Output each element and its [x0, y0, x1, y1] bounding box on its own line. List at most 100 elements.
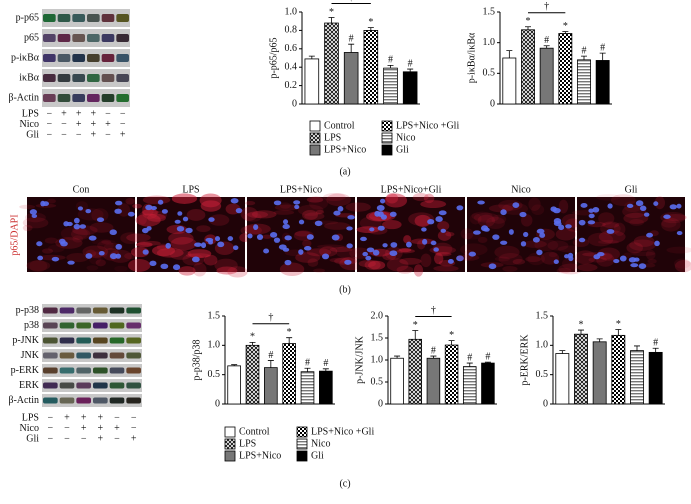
blot-band: [116, 14, 129, 22]
blot-band: [93, 337, 108, 344]
treatment-sign: +: [120, 129, 126, 140]
nucleus: [294, 204, 300, 210]
y-tick-label: 1.5: [536, 310, 549, 321]
blot-band: [76, 367, 91, 374]
cytoplasm: [491, 214, 507, 224]
nucleus: [422, 238, 428, 245]
cytoplasm: [420, 253, 432, 268]
blot-band: [87, 94, 100, 102]
nucleus: [298, 219, 305, 225]
cytoplasm: [47, 198, 56, 204]
y-tick-label: 0.4: [285, 61, 298, 72]
significance-mark: #: [408, 58, 413, 69]
y-tick-label: 1.0: [483, 37, 496, 48]
blot-band: [87, 34, 100, 42]
blot-band: [76, 337, 91, 344]
nucleus: [558, 224, 565, 231]
error-bar: [581, 55, 587, 60]
nucleus: [523, 231, 529, 237]
y-tick-label: 2.0: [371, 310, 384, 321]
blot-band: [101, 74, 115, 82]
cytoplasm: [307, 258, 319, 267]
blot-band: [109, 337, 125, 344]
nucleus: [96, 217, 105, 223]
blot-band: [109, 352, 125, 359]
blot-row: [42, 89, 130, 107]
cytoplasm: [547, 240, 569, 251]
cytoplasm: [95, 259, 106, 267]
y-tick-label: 1.5: [371, 332, 384, 343]
cytoplasm: [126, 233, 151, 242]
blot-band: [43, 34, 56, 42]
legend-label: LPS: [324, 132, 341, 143]
nucleus: [456, 255, 464, 262]
blot-band: [59, 367, 75, 374]
cytoplasm: [494, 256, 510, 262]
nucleus: [532, 237, 540, 243]
cytoplasm: [335, 245, 357, 259]
blot-band: [93, 352, 108, 359]
y-tick-label: 1.0: [371, 354, 384, 365]
treatment-sign: +: [76, 108, 82, 119]
cytoplasm: [274, 204, 300, 211]
blot-band: [126, 352, 141, 359]
blot-band: [93, 367, 108, 374]
significance-mark: #: [485, 351, 490, 362]
error-bar: [231, 364, 238, 366]
error-bar: [484, 361, 491, 364]
significance-mark: #: [467, 352, 472, 363]
blot-label: p-p65: [16, 12, 39, 23]
treatment-sign: +: [81, 423, 87, 434]
nucleus: [382, 243, 388, 248]
significance-mark: #: [305, 358, 310, 369]
nucleus: [273, 200, 282, 206]
significance-mark: *: [413, 320, 418, 331]
blot-band: [87, 74, 100, 82]
nucleus: [483, 227, 490, 232]
nucleus: [142, 249, 149, 255]
nucleus: [205, 237, 214, 243]
cytoplasm: [243, 212, 262, 222]
cytoplasm: [146, 213, 166, 222]
cytoplasm: [398, 248, 412, 253]
cytoplasm: [396, 265, 414, 274]
blot-band: [116, 74, 129, 82]
significance-mark: *: [616, 319, 621, 330]
bar: [592, 341, 607, 405]
treatment-sign: −: [64, 423, 70, 434]
cytoplasm: [279, 202, 291, 209]
cytoplasm: [445, 231, 455, 237]
nucleus: [172, 264, 181, 271]
cytoplasm: [528, 197, 541, 211]
nucleus: [639, 205, 647, 212]
cytoplasm: [135, 213, 161, 227]
nucleus: [377, 225, 385, 231]
nucleus: [145, 204, 153, 211]
nucleus: [36, 241, 43, 247]
cytoplasm: [473, 212, 499, 223]
image-label: LPS+Nico+Gli: [381, 184, 442, 195]
nucleus: [235, 207, 243, 214]
cytoplasm: [294, 231, 311, 237]
bar: [630, 350, 644, 405]
bar: [595, 60, 610, 105]
cytoplasm: [534, 239, 559, 252]
y-axis-label: p-p38/p38: [191, 339, 202, 380]
blot-band: [116, 94, 129, 102]
cytoplasm: [132, 203, 143, 209]
error-bar: [506, 50, 513, 58]
y-tick-label: 1.0: [285, 6, 298, 17]
treatment-label: Gli: [26, 129, 39, 140]
legend-label: LPS+Nico +Gli: [396, 120, 459, 131]
nucleus: [73, 223, 81, 230]
error-bar: [407, 68, 414, 72]
treatment-sign: −: [131, 423, 137, 434]
nucleus: [433, 247, 439, 252]
blot-band: [59, 307, 75, 314]
significance-mark: *: [368, 17, 373, 28]
error-bar: [387, 64, 394, 69]
error-bar: [559, 350, 566, 354]
cytoplasm: [661, 217, 681, 232]
treatment-sign: +: [91, 108, 97, 119]
cytoplasm: [502, 202, 529, 215]
